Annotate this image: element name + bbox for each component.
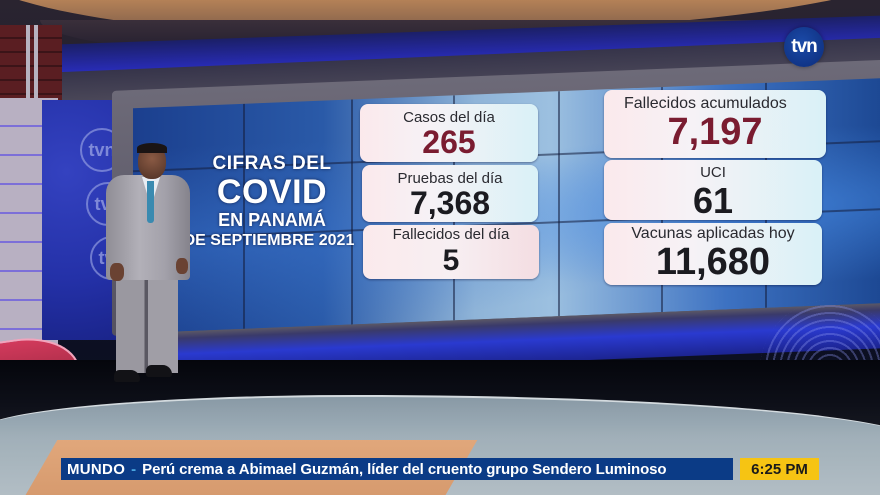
stat-value: 5 xyxy=(442,244,460,277)
stat-label: Fallecidos acumulados xyxy=(624,95,787,112)
title-line-4: DE SEPTIEMBRE 2021 xyxy=(183,232,355,249)
stat-value: 265 xyxy=(422,124,476,160)
stat-value: 7,368 xyxy=(409,185,491,221)
stat-label: Vacunas aplicadas hoy xyxy=(631,225,795,242)
stat-card-fallecidos-dia: Fallecidos del día 5 xyxy=(363,225,539,279)
ticker-separator: - xyxy=(131,460,137,478)
presenter xyxy=(102,143,192,395)
stat-card-pruebas-dia: Pruebas del día 7,368 xyxy=(362,165,538,222)
title-line-1: CIFRAS DEL xyxy=(212,153,332,174)
stat-value: 11,680 xyxy=(655,241,771,283)
wall-post xyxy=(26,25,30,100)
stat-value: 61 xyxy=(692,180,734,221)
stat-card-vacunas-hoy: Vacunas aplicadas hoy 11,680 xyxy=(604,223,822,285)
title-line-2: COVID xyxy=(216,173,328,211)
tvn-channel-logo-icon: tvn xyxy=(784,27,824,67)
stat-label: UCI xyxy=(700,164,726,181)
left-red-wall xyxy=(0,25,62,100)
news-ticker: MUNDO - Perú crema a Abimael Guzmán, líd… xyxy=(61,458,733,480)
stat-label: Pruebas del día xyxy=(397,170,503,187)
title-line-3: EN PANAMÁ xyxy=(218,210,326,230)
presenter-shoe xyxy=(114,370,140,382)
stat-card-uci: UCI 61 xyxy=(604,160,822,221)
screen-seam xyxy=(558,91,560,317)
stat-card-casos-dia: Casos del día 265 xyxy=(360,104,538,162)
presenter-hand xyxy=(110,263,124,281)
wall-post xyxy=(34,25,38,100)
stat-card-fallecidos-acumulados: Fallecidos acumulados 7,197 xyxy=(604,90,826,158)
ticker-clock: 6:25 PM xyxy=(740,458,819,480)
ticker-headline: Perú crema a Abimael Guzmán, líder del c… xyxy=(142,460,667,478)
ticker-category: MUNDO xyxy=(67,460,126,478)
stat-label: Casos del día xyxy=(403,109,495,126)
stat-label: Fallecidos del día xyxy=(392,226,510,243)
graphic-title: CIFRAS DEL COVID EN PANAMÁ DE SEPTIEMBRE… xyxy=(184,153,357,251)
presenter-hair xyxy=(137,143,167,153)
presenter-shoe xyxy=(146,365,172,377)
presenter-tie xyxy=(147,181,154,223)
presenter-hand xyxy=(176,258,188,274)
presenter-legs xyxy=(116,278,178,373)
stat-value: 7,197 xyxy=(667,111,763,153)
